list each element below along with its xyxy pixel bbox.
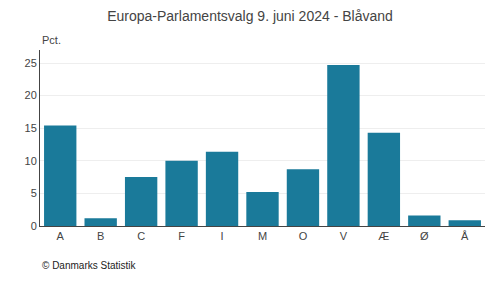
svg-text:© Danmarks Statistik: © Danmarks Statistik [42, 260, 137, 271]
svg-text:Europa-Parlamentsvalg 9. juni: Europa-Parlamentsvalg 9. juni 2024 - Blå… [107, 8, 393, 24]
svg-text:C: C [137, 230, 145, 242]
svg-text:15: 15 [25, 122, 37, 134]
svg-text:M: M [258, 230, 267, 242]
svg-text:Æ: Æ [378, 230, 389, 242]
svg-text:5: 5 [31, 187, 37, 199]
svg-text:25: 25 [25, 57, 37, 69]
svg-text:Pct.: Pct. [42, 34, 61, 46]
svg-text:A: A [57, 230, 65, 242]
svg-text:Å: Å [461, 230, 469, 242]
svg-text:F: F [178, 230, 185, 242]
svg-text:O: O [299, 230, 308, 242]
svg-text:0: 0 [31, 220, 37, 232]
svg-text:I: I [221, 230, 224, 242]
svg-text:B: B [97, 230, 104, 242]
svg-text:10: 10 [25, 155, 37, 167]
svg-text:V: V [340, 230, 348, 242]
svg-text:Ø: Ø [420, 230, 429, 242]
svg-text:20: 20 [25, 89, 37, 101]
